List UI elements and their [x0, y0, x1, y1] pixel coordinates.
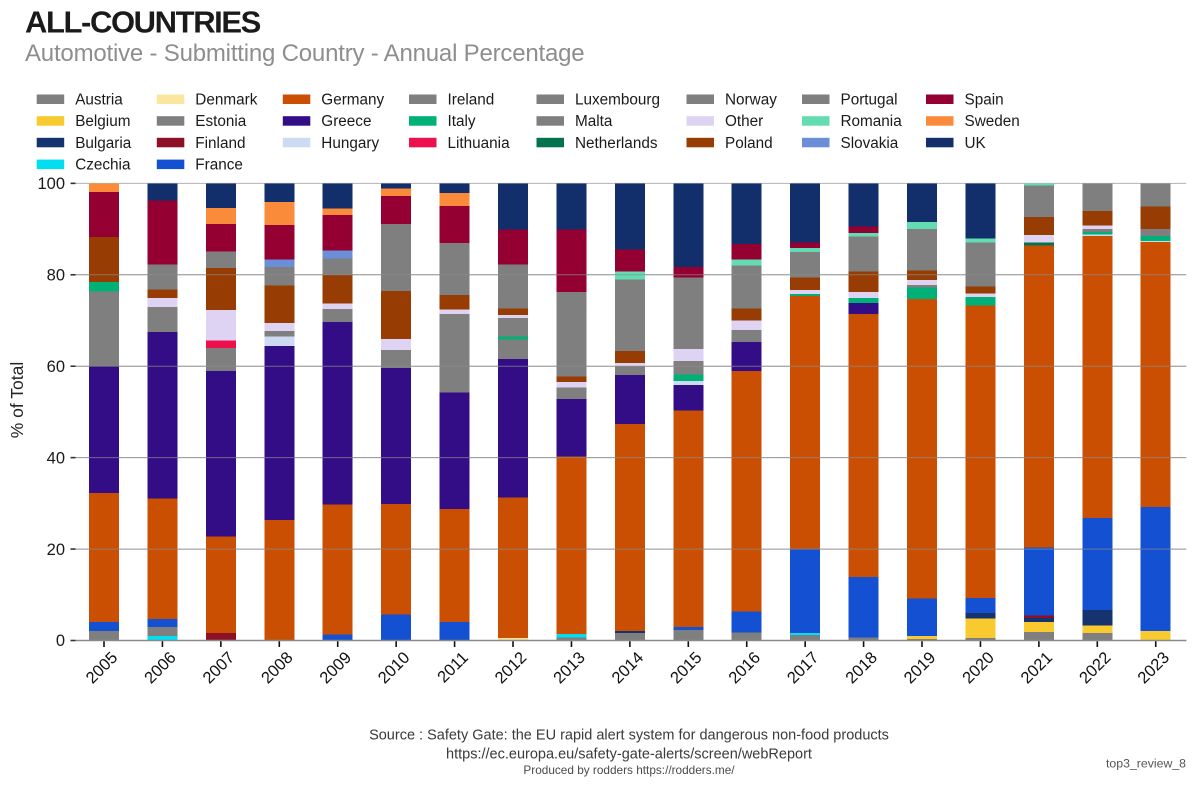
svg-text:100: 100: [37, 175, 65, 193]
svg-text:% of Total: % of Total: [7, 362, 27, 439]
svg-text:Belgium: Belgium: [75, 113, 130, 130]
svg-text:top3_review_8: top3_review_8: [1106, 757, 1186, 771]
svg-text:Sweden: Sweden: [965, 113, 1020, 130]
svg-text:Malta: Malta: [575, 113, 613, 130]
svg-text:80: 80: [47, 266, 65, 284]
svg-text:Spain: Spain: [965, 92, 1004, 109]
svg-text:Other: Other: [725, 113, 763, 130]
svg-text:Italy: Italy: [448, 113, 476, 130]
svg-text:Produced by rodders https://ro: Produced by rodders https://rodders.me/: [523, 763, 735, 777]
svg-text:Poland: Poland: [725, 135, 773, 152]
svg-text:Netherlands: Netherlands: [575, 135, 658, 152]
svg-text:Portugal: Portugal: [841, 92, 898, 109]
svg-text:Source : Safety Gate: the EU r: Source : Safety Gate: the EU rapid alert…: [369, 728, 889, 744]
svg-text:Austria: Austria: [75, 92, 123, 109]
svg-text:Luxembourg: Luxembourg: [575, 92, 660, 109]
svg-text:https://ec.europa.eu/safety-ga: https://ec.europa.eu/safety-gate-alerts/…: [446, 747, 812, 763]
svg-text:0: 0: [56, 632, 65, 650]
svg-text:Ireland: Ireland: [448, 92, 495, 109]
svg-text:Slovakia: Slovakia: [841, 135, 899, 152]
svg-text:Greece: Greece: [321, 113, 371, 130]
svg-text:60: 60: [47, 358, 65, 376]
svg-text:Bulgaria: Bulgaria: [75, 135, 132, 152]
svg-text:Germany: Germany: [321, 92, 384, 109]
svg-text:Romania: Romania: [841, 113, 903, 130]
svg-text:Lithuania: Lithuania: [448, 135, 511, 152]
svg-text:Denmark: Denmark: [195, 92, 257, 109]
svg-text:Automotive - Submitting Countr: Automotive - Submitting Country - Annual…: [25, 40, 584, 67]
svg-text:Hungary: Hungary: [321, 135, 379, 152]
svg-text:Czechia: Czechia: [75, 157, 131, 174]
svg-text:Finland: Finland: [195, 135, 245, 152]
svg-text:40: 40: [47, 449, 65, 467]
svg-text:ALL-COUNTRIES: ALL-COUNTRIES: [25, 5, 261, 40]
svg-text:Norway: Norway: [725, 92, 777, 109]
svg-text:France: France: [195, 157, 243, 174]
svg-text:Estonia: Estonia: [195, 113, 247, 130]
svg-text:20: 20: [47, 541, 65, 559]
svg-text:UK: UK: [965, 135, 987, 152]
